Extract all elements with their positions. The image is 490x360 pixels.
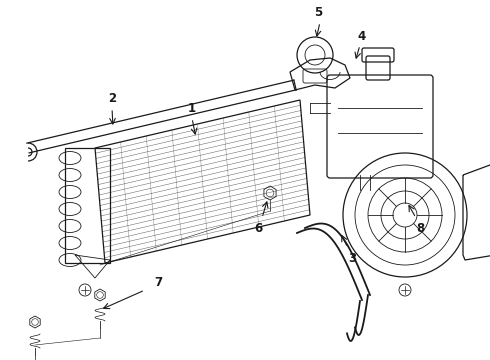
Text: 8: 8 — [416, 221, 424, 234]
Text: 2: 2 — [108, 91, 116, 104]
Text: 3: 3 — [348, 252, 356, 265]
Text: 1: 1 — [188, 102, 196, 114]
Text: 7: 7 — [154, 275, 162, 288]
Text: 4: 4 — [358, 30, 366, 42]
Text: 5: 5 — [314, 6, 322, 19]
Text: 6: 6 — [254, 221, 262, 234]
